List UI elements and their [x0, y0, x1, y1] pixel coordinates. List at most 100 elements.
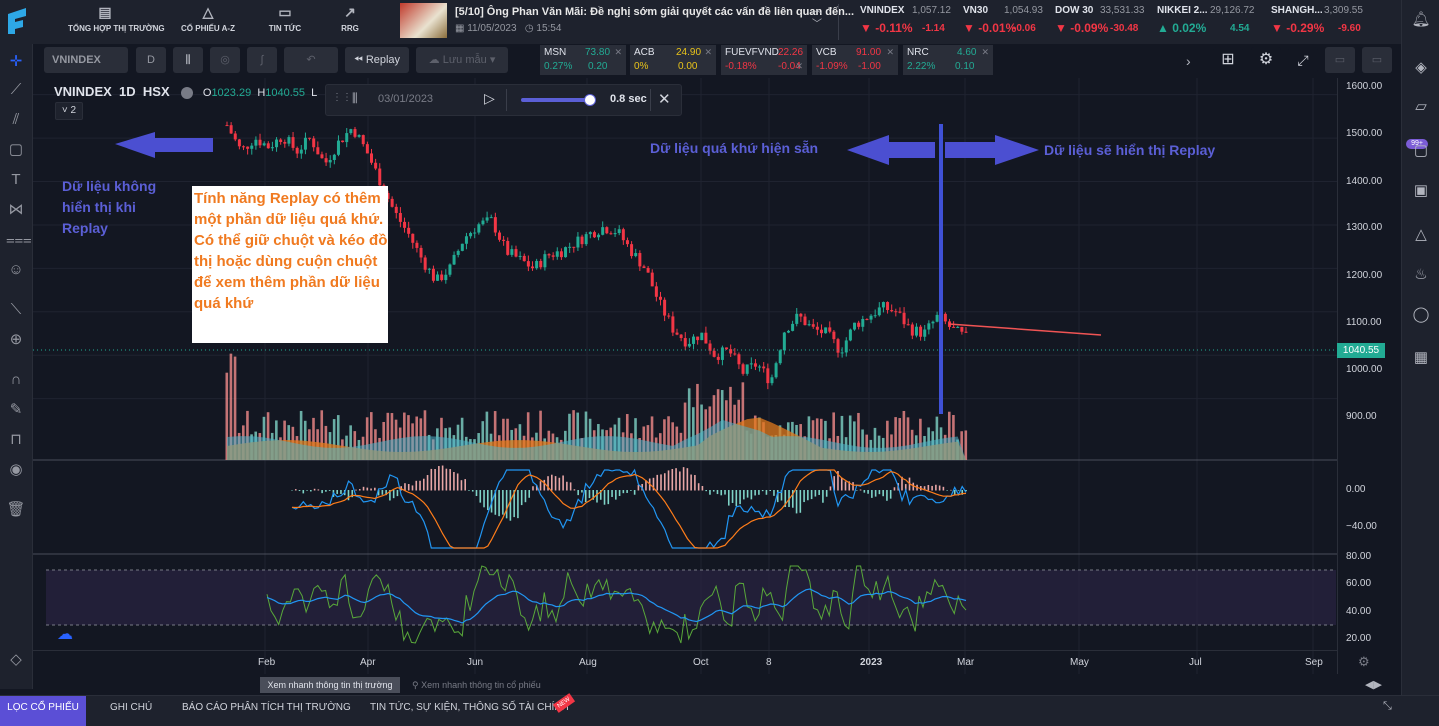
- price-chart[interactable]: [33, 78, 1337, 674]
- zoom-in-icon[interactable]: ⊕: [9, 331, 23, 348]
- interval-button[interactable]: D: [136, 47, 166, 73]
- candle-body: [551, 255, 555, 257]
- messages-icon[interactable]: ▢: [1413, 142, 1429, 159]
- scroll-arrows[interactable]: ◀▶: [1365, 679, 1382, 691]
- watchlist-item[interactable]: ACB 24.90 0% 0.00 ✕: [630, 45, 716, 75]
- play-icon[interactable]: ▷: [484, 90, 495, 106]
- tab-news-events[interactable]: TIN TỨC, SỰ KIỆN, THÔNG SỐ TÀI CHÍNH: [370, 702, 569, 713]
- gear-icon[interactable]: ⚙: [1358, 654, 1370, 669]
- crosshair-icon[interactable]: ✛: [9, 53, 23, 70]
- trendline-drawing[interactable]: [948, 323, 1102, 336]
- news-scroll-arrows[interactable]: ︿ ﹀: [810, 4, 824, 38]
- ticker-shanghai[interactable]: SHANGH... 3,309.55 ▼ -0.29% -9.60: [1271, 3, 1366, 39]
- macd-histogram-bar: [863, 490, 866, 493]
- stock-search-input[interactable]: ⚲ Xem nhanh thông tin cổ phiếu: [412, 677, 572, 693]
- close-icon[interactable]: ✕: [704, 47, 712, 57]
- ruler-icon[interactable]: ⟍: [10, 301, 22, 318]
- select-bar-icon[interactable]: ⫼: [352, 91, 358, 105]
- tab-notes[interactable]: GHI CHÚ: [110, 702, 153, 713]
- pencil-lock-icon[interactable]: ✎: [9, 401, 23, 418]
- layers-icon[interactable]: ◈: [1415, 59, 1427, 76]
- ticker-vnindex[interactable]: VNINDEX 1,057.12 ▼ -0.11% -1.14: [860, 3, 955, 39]
- tab-stock-filter[interactable]: LỌC CỔ PHIẾU: [0, 696, 86, 726]
- eye-icon[interactable]: ◉: [9, 461, 23, 478]
- text-icon[interactable]: T: [11, 171, 21, 188]
- app-logo[interactable]: [6, 6, 28, 36]
- replay-cutoff-line[interactable]: [939, 124, 943, 414]
- candle-body: [737, 354, 741, 365]
- bulb-icon[interactable]: ◯: [1412, 306, 1430, 323]
- prediction-icon[interactable]: ⩶: [6, 231, 32, 248]
- price-tick: 1000.00: [1346, 364, 1383, 375]
- script-icon[interactable]: ∫: [247, 47, 277, 73]
- lock-icon[interactable]: ⊓: [10, 431, 22, 448]
- watchlist-item[interactable]: NRC 4.60 2.22% 0.10 ✕: [903, 45, 993, 75]
- macd-histogram-bar: [392, 490, 395, 499]
- candle-body: [291, 137, 295, 148]
- calendar-icon[interactable]: ▦: [1413, 349, 1429, 366]
- candle-body: [881, 302, 885, 308]
- fib-icon[interactable]: ⫽: [12, 111, 20, 128]
- fullscreen-icon[interactable]: ⤢: [1288, 47, 1318, 73]
- gear-icon[interactable]: ⚙: [1251, 47, 1281, 73]
- macd-histogram-bar: [509, 490, 512, 521]
- nav-market-overview[interactable]: ▤ TỔNG HỢP THỊ TRƯỜNG: [68, 2, 165, 42]
- speed-slider-handle[interactable]: [584, 94, 596, 106]
- trendline-icon[interactable]: ⟋: [10, 81, 22, 98]
- nav-label: CỔ PHIẾU A-Z: [181, 24, 235, 33]
- trash-icon[interactable]: 🗑︎: [6, 501, 26, 518]
- bell-icon[interactable]: 🔔︎: [1411, 11, 1431, 28]
- volume-bar: [898, 418, 902, 460]
- watchlist-item[interactable]: FUEVFVND 22.26 -0.18% -0.04 ✕: [721, 45, 807, 75]
- undock-icon[interactable]: ▭: [1362, 47, 1392, 73]
- notes-icon[interactable]: ▣: [1413, 182, 1429, 199]
- watchlist-item[interactable]: VCB 91.00 -1.09% -1.00 ✕: [812, 45, 898, 75]
- close-icon[interactable]: ✕: [795, 61, 803, 71]
- candle-body: [250, 145, 254, 149]
- tab-market-report[interactable]: BÁO CÁO PHÂN TÍCH THỊ TRƯỜNG: [182, 702, 351, 713]
- close-icon[interactable]: ✕: [614, 47, 622, 57]
- replay-date[interactable]: 03/01/2023: [378, 93, 434, 105]
- volume-bar: [683, 402, 687, 460]
- chat-icon[interactable]: ▱: [1415, 98, 1427, 115]
- indicator-collapse-button[interactable]: ˅ 2: [55, 102, 83, 120]
- ticker-dow30[interactable]: DOW 30 33,531.33 ▼ -0.09% -30.48: [1055, 3, 1145, 39]
- watchlist-item[interactable]: MSN 73.80 0.27% 0.20 ✕: [540, 45, 626, 75]
- nav-news[interactable]: ▭ TIN TỨC: [268, 2, 302, 42]
- snapshot-icon[interactable]: ▭: [1325, 47, 1355, 73]
- ticker-nikkei[interactable]: NIKKEI 2... 29,126.72 ▲ 0.02% 4.54: [1157, 3, 1255, 39]
- speed-slider[interactable]: [521, 98, 591, 102]
- object-tree-icon[interactable]: ◇: [10, 651, 22, 668]
- nav-rrg[interactable]: ↗ RRG: [338, 2, 362, 42]
- chevron-up-icon[interactable]: ︿: [812, 5, 822, 16]
- save-template-button[interactable]: ☁ Lưu mẫu ▾: [416, 47, 508, 73]
- close-icon[interactable]: ✕: [886, 47, 894, 57]
- chevron-down-icon[interactable]: ﹀: [812, 19, 822, 30]
- expand-icon[interactable]: ⤡: [1383, 700, 1392, 712]
- indicator-icon[interactable]: ◎: [210, 47, 240, 73]
- close-icon[interactable]: ✕: [981, 47, 989, 57]
- pattern-icon[interactable]: ⋈: [8, 201, 24, 218]
- news-ticker[interactable]: [5/10] Ông Phan Văn Mãi: Đề nghị sớm giả…: [400, 3, 854, 39]
- drag-handle-icon[interactable]: ⋮⋮: [332, 92, 352, 103]
- close-icon[interactable]: ✕: [658, 91, 671, 108]
- symbol-search[interactable]: VNINDEX: [44, 47, 128, 73]
- layout-icon[interactable]: ⊞: [1213, 47, 1243, 73]
- chevron-right-icon[interactable]: ›: [1186, 53, 1191, 69]
- emoji-icon[interactable]: ☺: [8, 261, 24, 278]
- candle-body: [535, 260, 539, 269]
- rectangle-icon[interactable]: ▢: [8, 141, 24, 158]
- fire-icon[interactable]: ♨: [1414, 266, 1428, 283]
- watch-symbol: FUEVFVND: [725, 47, 779, 58]
- candle-body: [638, 253, 642, 267]
- nav-stocks-a-z[interactable]: △ CỔ PHIẾU A-Z: [180, 2, 236, 42]
- undo-icon[interactable]: ↶: [284, 47, 338, 73]
- cloud-icon[interactable]: ☁: [57, 626, 73, 643]
- ticker-vn30[interactable]: VN30 1,054.93 ▼ -0.01% -0.06: [963, 3, 1043, 39]
- candle-body: [811, 324, 815, 327]
- market-quick-view-button[interactable]: Xem nhanh thông tin thị trường: [260, 677, 400, 693]
- magnet-icon[interactable]: ∩: [10, 371, 22, 388]
- candles-icon[interactable]: ⫼: [173, 47, 203, 73]
- replay-button[interactable]: ⏪︎ Replay: [345, 47, 409, 73]
- shapes-icon[interactable]: △: [1415, 226, 1427, 243]
